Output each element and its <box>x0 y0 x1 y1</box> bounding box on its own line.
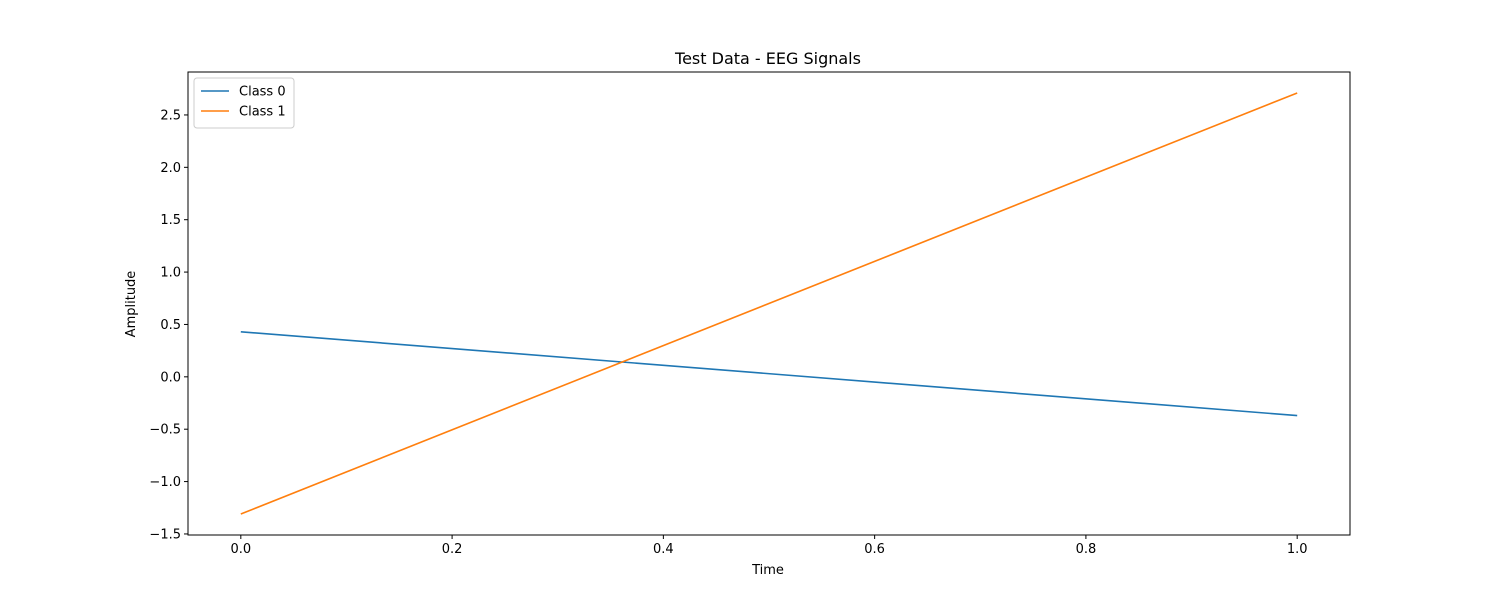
series-line-class-1 <box>240 92 1298 515</box>
y-tick-label: −1.0 <box>149 475 181 490</box>
x-tick-label: 0.8 <box>1076 542 1097 557</box>
legend-label: Class 0 <box>239 85 286 100</box>
y-tick-label: 2.0 <box>160 161 181 176</box>
y-axis: −1.5 −1.0 −0.5 0.0 0.5 1.0 1.5 2.0 2.5 <box>149 108 188 542</box>
legend-label: Class 1 <box>239 105 286 120</box>
axes-frame <box>187 71 1351 536</box>
x-tick-label: 1.0 <box>1287 542 1308 557</box>
legend: Class 0 Class 1 <box>193 77 295 129</box>
x-axis: 0.0 0.2 0.4 0.6 0.8 1.0 <box>230 535 1308 557</box>
y-tick-label: −0.5 <box>149 423 181 438</box>
y-tick-label: 0.5 <box>160 318 181 333</box>
series-line-class-0 <box>240 330 1298 417</box>
x-axis-label: Time <box>751 563 784 578</box>
series-layer <box>240 92 1298 515</box>
x-tick-label: 0.4 <box>653 542 674 557</box>
x-tick-label: 0.2 <box>442 542 463 557</box>
x-tick-label: 0.6 <box>864 542 885 557</box>
y-tick-label: 1.5 <box>160 213 181 228</box>
chart-title: Test Data - EEG Signals <box>674 49 861 68</box>
y-tick-label: 1.0 <box>160 266 181 281</box>
y-axis-label: Amplitude <box>124 271 139 338</box>
y-tick-label: 2.5 <box>160 108 181 123</box>
y-tick-label: 0.0 <box>160 370 181 385</box>
y-tick-label: −1.5 <box>149 527 181 542</box>
x-tick-label: 0.0 <box>230 542 251 557</box>
